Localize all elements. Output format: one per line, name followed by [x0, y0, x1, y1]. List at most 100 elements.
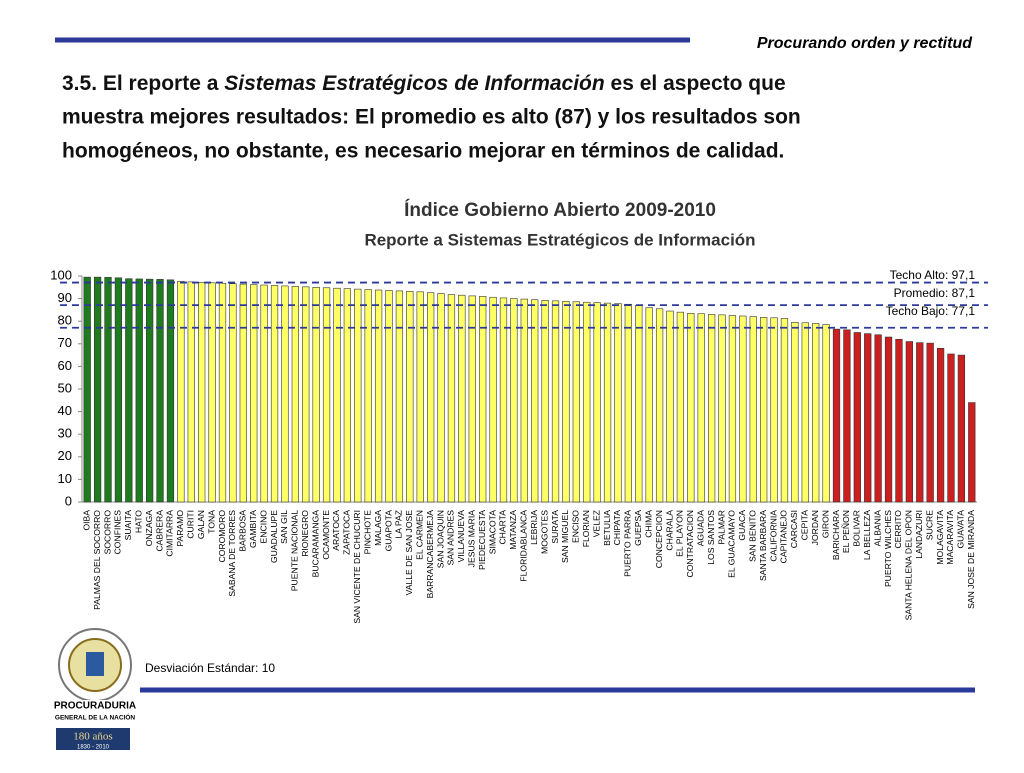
bar	[479, 296, 487, 503]
logo-name: GENERAL DE LA NACIÓN	[55, 713, 135, 722]
y-tick-label: 50	[58, 380, 72, 395]
x-tick-label: GUADALUPE	[269, 510, 279, 563]
x-tick-label: CHIMA	[643, 510, 653, 538]
x-tick-label: LA BELLEZA	[862, 510, 872, 560]
x-tick-label: MATANZA	[508, 510, 518, 550]
bar	[572, 301, 580, 503]
bar	[364, 289, 372, 503]
x-tick-label: BARICHARA	[831, 510, 841, 560]
bar	[437, 293, 445, 503]
bar	[874, 334, 882, 503]
bar	[676, 311, 685, 503]
bar	[166, 279, 175, 503]
x-tick-label: ENCISO	[571, 510, 581, 543]
x-tick-label: CIMITARRA	[165, 510, 175, 557]
bar	[697, 313, 705, 503]
x-tick-label: CONCEPCION	[654, 510, 664, 568]
x-tick-label: SURATA	[550, 510, 560, 544]
x-tick-label: PALMAR	[716, 510, 726, 545]
bar	[187, 281, 195, 503]
bar	[177, 281, 185, 503]
x-tick-label: BUCARAMANGA	[310, 510, 320, 578]
x-tick-label: FLORIDABLANCA	[519, 510, 529, 582]
x-tick-label: CAPITANEJO	[779, 510, 789, 564]
x-tick-label: GIRON	[820, 510, 830, 538]
bar	[83, 276, 91, 503]
bar	[603, 302, 612, 503]
bar	[447, 294, 456, 503]
x-tick-label: CHARTA	[498, 510, 508, 545]
y-tick-label: 10	[58, 471, 72, 486]
x-tick-label: SUAITA	[123, 510, 133, 541]
x-tick-label: BOLIVAR	[852, 510, 862, 547]
bar	[739, 315, 747, 503]
x-tick-label: TONA	[206, 510, 216, 534]
bar	[531, 299, 539, 503]
bar	[385, 290, 393, 503]
bar	[624, 303, 632, 503]
bar	[718, 314, 726, 503]
x-tick-label: BETULIA	[602, 510, 612, 546]
bar	[916, 342, 924, 503]
x-tick-label: SAN BENITO	[748, 510, 758, 562]
bar	[239, 283, 247, 503]
x-tick-label: CONFINES	[113, 510, 123, 555]
bar	[156, 279, 164, 503]
bar	[801, 322, 809, 503]
x-tick-label: CALIFORNIA	[768, 510, 778, 562]
x-tick-label: CABRERA	[154, 510, 164, 552]
bar	[666, 310, 674, 503]
bar	[343, 288, 352, 503]
chart-title: Índice Gobierno Abierto 2009-2010	[404, 199, 716, 221]
y-tick-label: 30	[58, 426, 72, 441]
x-tick-label: SAN MIGUEL	[560, 510, 570, 563]
bar	[770, 317, 778, 503]
x-tick-label: SANTA HELENA DEL OPON	[904, 510, 914, 620]
bar	[645, 307, 653, 503]
y-tick-label: 20	[58, 448, 72, 463]
bar	[905, 341, 913, 503]
bar	[406, 291, 414, 503]
x-tick-label: GUAPOTA	[383, 510, 393, 552]
bar	[895, 338, 903, 503]
x-tick-label: GAMBITA	[248, 510, 258, 548]
logo-shield	[86, 652, 104, 676]
bar	[728, 315, 737, 503]
bar	[250, 284, 258, 503]
x-tick-label: EL PLAYON	[675, 510, 685, 557]
bar	[884, 336, 893, 503]
x-tick-label: PIEDECUESTA	[477, 510, 487, 570]
bar	[780, 318, 789, 503]
y-tick-label: 100	[50, 267, 72, 282]
bar	[853, 332, 861, 503]
bar	[822, 324, 830, 503]
bar	[104, 277, 112, 503]
bar	[395, 290, 404, 503]
x-tick-label: ENCINO	[258, 510, 268, 544]
x-tick-label: JESUS MARIA	[467, 510, 477, 568]
x-tick-label: PUENTE NACIONAL	[290, 510, 300, 591]
x-tick-label: LEBRIJA	[529, 510, 539, 545]
x-tick-label: PUERTO WILCHES	[883, 510, 893, 587]
bar	[749, 316, 757, 503]
bar	[562, 301, 570, 503]
x-tick-label: CARCASI	[789, 510, 799, 548]
y-tick-label: 90	[58, 290, 72, 305]
bar	[291, 286, 299, 503]
bar	[322, 287, 331, 503]
bar	[208, 282, 216, 503]
bar	[416, 291, 424, 503]
bar	[114, 277, 123, 503]
bar	[936, 348, 945, 503]
bar	[468, 295, 476, 503]
x-tick-label: SIMACOTA	[487, 510, 497, 555]
bar	[302, 286, 310, 503]
bar	[614, 303, 622, 503]
x-tick-label: MOLAGAVITA	[935, 510, 945, 565]
bar	[655, 308, 664, 503]
tagline: Procurando orden y rectitud	[757, 35, 973, 52]
x-tick-label: SAN VICENTE DE CHUCURI	[352, 510, 362, 624]
reference-label: Techo Bajo: 77,1	[886, 304, 976, 318]
heading-line: muestra mejores resultados: El promedio …	[62, 106, 801, 129]
